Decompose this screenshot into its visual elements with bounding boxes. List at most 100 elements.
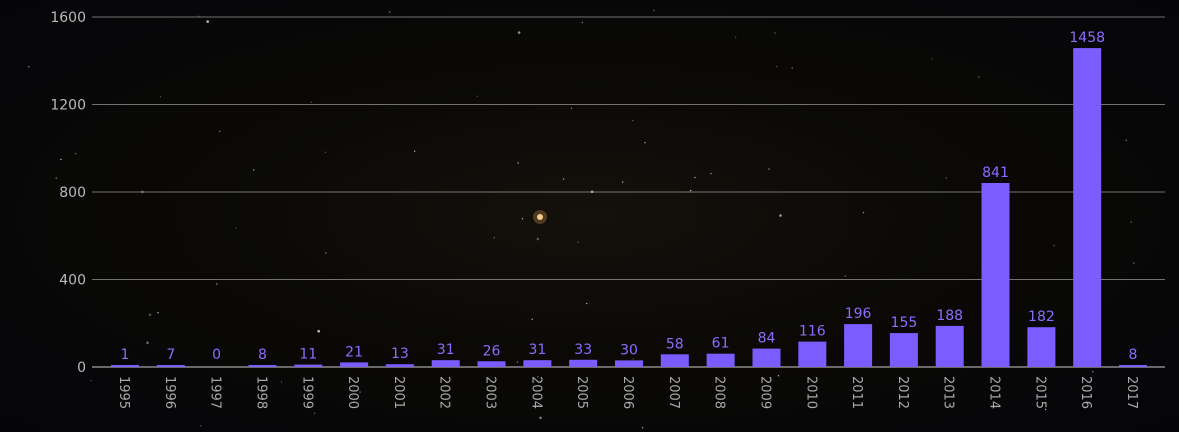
data-label: 31	[437, 342, 455, 358]
star	[710, 172, 712, 175]
data-label: 1458	[1069, 30, 1105, 46]
x-tick-label: 2012	[895, 376, 910, 409]
star	[521, 218, 524, 220]
star	[1053, 244, 1055, 247]
y-tick-label: 0	[77, 360, 86, 376]
data-label: 182	[1028, 309, 1055, 325]
x-tick-label: 1999	[299, 376, 314, 409]
star	[536, 237, 540, 241]
x-tick-label: 1996	[162, 376, 177, 409]
star	[581, 21, 584, 24]
star	[493, 237, 495, 239]
x-tick-label: 1997	[208, 376, 223, 409]
bar	[1119, 365, 1147, 367]
star	[531, 318, 533, 320]
bar	[248, 365, 277, 367]
y-tick-label: 400	[59, 273, 86, 289]
data-label: 31	[528, 342, 546, 358]
star	[644, 142, 646, 144]
x-tick-label: 2000	[345, 376, 360, 409]
bar	[569, 359, 598, 367]
x-tick-label: 2007	[666, 376, 681, 409]
x-tick-label: 2004	[528, 376, 543, 409]
star	[539, 416, 542, 420]
star	[159, 96, 162, 98]
star	[324, 151, 327, 153]
star	[414, 150, 416, 152]
star	[735, 36, 737, 38]
star	[945, 177, 947, 179]
data-label: 61	[712, 336, 730, 352]
data-labels: 1 7 0 8 11 21 13 31 26 31 33 30 58 61 84 116 196 155 188 84…	[121, 30, 1138, 363]
star-glow	[533, 210, 547, 224]
bar	[111, 365, 139, 367]
y-tick-label: 800	[59, 185, 86, 201]
star	[389, 11, 391, 13]
x-tick-label: 2013	[941, 376, 956, 409]
star	[157, 312, 159, 314]
star	[1092, 371, 1094, 373]
x-tick-label: 2017	[1124, 376, 1139, 409]
bar	[660, 354, 689, 367]
star	[791, 67, 793, 69]
star	[219, 130, 221, 132]
bar	[615, 360, 643, 367]
data-label: 8	[1129, 347, 1138, 363]
bar	[889, 333, 918, 367]
bar	[477, 361, 506, 367]
data-label: 8	[258, 347, 267, 363]
x-tick-label: 2015	[1032, 376, 1047, 409]
star	[641, 427, 644, 429]
star	[60, 158, 62, 161]
star	[632, 358, 634, 360]
data-label: 116	[799, 324, 826, 340]
bar	[706, 353, 735, 367]
x-tick-label: 2003	[483, 376, 498, 409]
data-label: 26	[483, 343, 501, 359]
x-tick-label: 1995	[116, 376, 131, 409]
y-axis-ticks: 0 400 800 1200 1600	[50, 10, 86, 376]
bar	[752, 348, 781, 367]
star	[476, 95, 479, 98]
star	[359, 391, 361, 393]
data-label: 155	[891, 315, 918, 331]
x-axis-ticks: 1995 1996 1997 1998 1999 2000 2001 2002 2003 2004…	[116, 376, 1139, 409]
data-label: 13	[391, 346, 409, 362]
star	[1044, 408, 1047, 411]
star	[978, 76, 980, 78]
x-tick-label: 2010	[803, 376, 818, 409]
bar	[294, 364, 323, 367]
star	[768, 168, 770, 170]
x-tick-label: 2001	[391, 376, 406, 409]
data-label: 30	[620, 342, 638, 358]
data-label: 21	[345, 344, 363, 360]
star	[517, 31, 521, 34]
data-label: 1	[121, 347, 130, 363]
data-label: 196	[845, 306, 872, 322]
y-tick-label: 1200	[50, 98, 86, 114]
star	[28, 66, 30, 68]
bar	[844, 324, 873, 367]
star	[777, 375, 780, 377]
star	[653, 9, 655, 12]
bar	[935, 325, 964, 367]
star	[517, 162, 519, 164]
x-tick-label: 2006	[620, 376, 635, 409]
star	[1133, 262, 1135, 264]
bar	[431, 360, 460, 367]
bar	[981, 183, 1010, 367]
star	[216, 283, 218, 285]
data-label: 58	[666, 336, 684, 352]
star	[694, 176, 696, 179]
star	[253, 169, 255, 171]
x-tick-label: 2002	[437, 376, 452, 409]
star	[779, 214, 782, 217]
star	[776, 65, 778, 68]
star	[325, 252, 327, 254]
x-tick-label: 2016	[1078, 376, 1093, 409]
data-label: 0	[212, 347, 221, 363]
star	[280, 381, 283, 383]
data-label: 7	[166, 347, 175, 363]
